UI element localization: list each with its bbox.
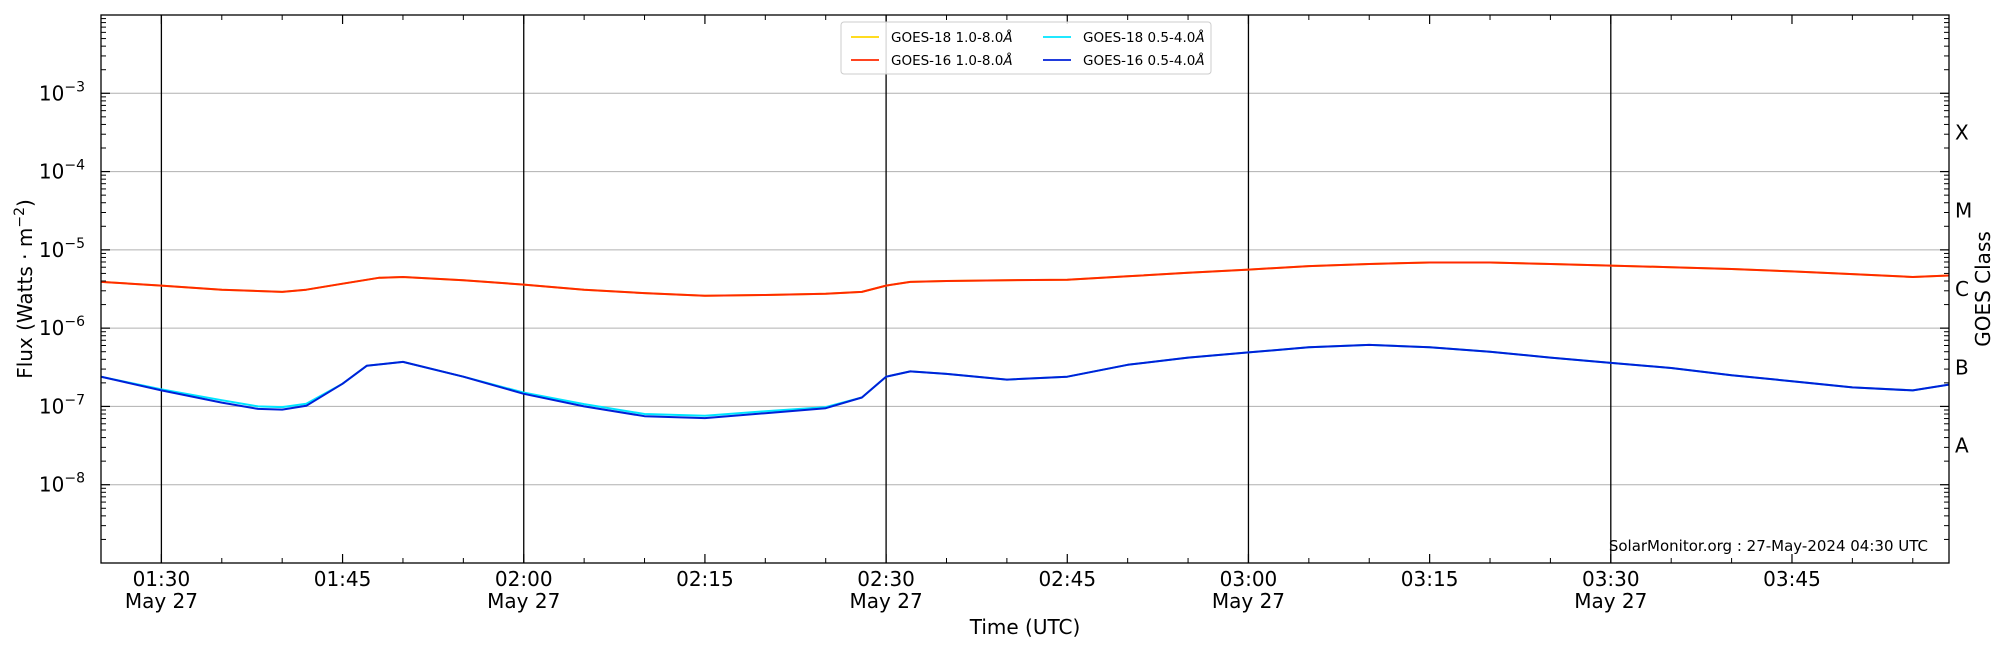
goes-class-label: X [1955,120,1969,144]
plot-frame [100,14,1950,564]
legend-box [840,21,1212,75]
y-axis-label: Flux (Watts · m−2) [12,199,37,379]
x-tick-label: 03:00 [1220,567,1278,591]
legend-entry: GOES-18 1.0-8.0Å [891,29,1013,46]
legend-entry: GOES-16 0.5-4.0Å [1083,52,1205,69]
y-tick-label: 10−3 [39,79,85,105]
x-tick-label: 02:00 [495,567,553,591]
x-tick-label: 02:45 [1038,567,1096,591]
goes-class-label: C [1955,277,1969,301]
goes-class-label: B [1955,355,1969,379]
goes-class-label: M [1955,199,1972,223]
y-tick-label: 10−6 [39,314,85,340]
x-tick-date-label: May 27 [1212,589,1285,613]
x-tick-date-label: May 27 [125,589,198,613]
legend-entry: GOES-16 1.0-8.0Å [891,52,1013,69]
x-tick-label: 03:15 [1401,567,1459,591]
y-tick-label: 10−8 [39,471,85,497]
x-tick-date-label: May 27 [850,589,923,613]
x-tick-date-label: May 27 [487,589,560,613]
x-tick-label: 03:30 [1582,567,1640,591]
x-tick-label: 03:45 [1763,567,1821,591]
x-tick-date-label: May 27 [1574,589,1647,613]
legend: GOES-18 1.0-8.0Å GOES-16 1.0-8.0Å GOES-18 … [840,21,1212,75]
goes-class-axis-label: GOES Class [1971,231,1995,347]
y-tick-label: 10−7 [39,392,85,418]
goes-class-label: A [1955,434,1969,458]
source-annotation: SolarMonitor.org : 27-May-2024 04:30 UTC [1609,537,1928,555]
series-line [101,261,1949,297]
x-axis-label: Time (UTC) [969,615,1081,639]
y-tick-label: 10−5 [39,236,85,262]
legend-entry: GOES-18 0.5-4.0Å [1083,29,1205,46]
x-tick-label: 02:30 [857,567,915,591]
x-tick-label: 02:15 [676,567,734,591]
y-tick-label: 10−4 [39,158,85,184]
x-tick-label: 01:30 [133,567,191,591]
x-tick-label: 01:45 [314,567,372,591]
series-line [101,343,1949,420]
